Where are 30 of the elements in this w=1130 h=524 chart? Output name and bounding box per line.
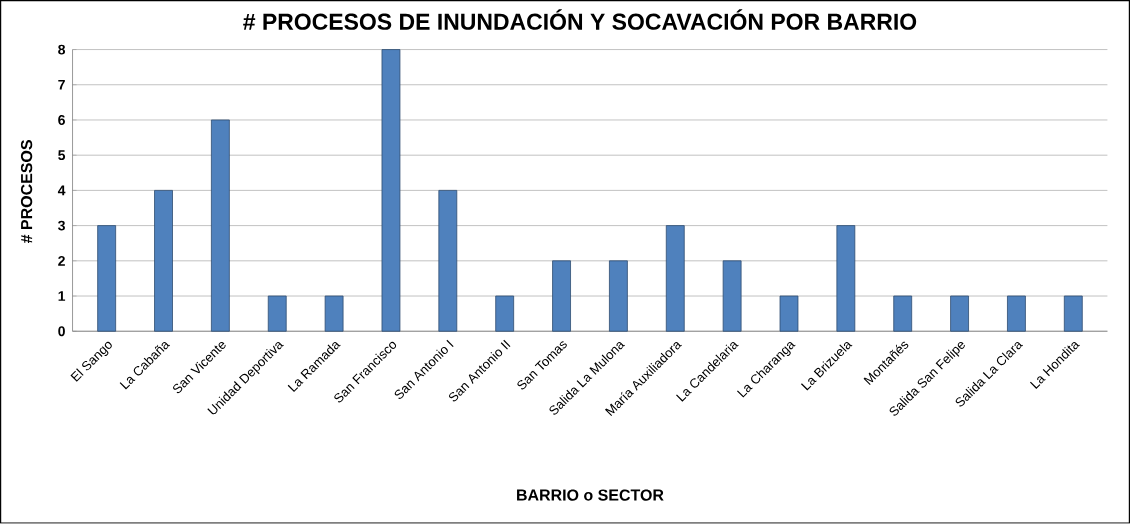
bar [495,295,515,332]
bar [210,119,230,332]
bar [779,295,799,332]
bar [836,225,856,332]
y-tick-label: 8 [58,44,66,55]
chart-title: # PROCESOS DE INUNDACIÓN Y SOCAVACIÓN POR BARRIO [243,9,917,31]
y-tick-label: 0 [58,326,65,337]
y-tick-label: 4 [57,185,66,196]
bar [381,49,401,332]
bar [1063,295,1083,332]
y-axis-title: # PROCESOS [20,140,33,244]
bar [722,260,742,332]
y-tick-label: 3 [58,220,65,231]
bar [665,225,685,332]
bar [893,295,913,332]
y-tick-label: 6 [58,115,65,126]
y-tick-label: 2 [58,256,65,266]
bar [552,260,571,332]
bar [438,190,458,332]
bar [324,295,344,332]
bar [950,295,969,332]
bar [1007,295,1026,332]
bar [97,225,117,332]
y-tick-label: 5 [58,150,66,161]
bar [609,260,628,332]
bar [267,295,287,332]
y-tick-label: 1 [58,291,66,302]
y-tick-label: 7 [58,80,65,90]
x-axis-title: BARRIO o SECTOR [517,489,664,501]
bar [154,190,173,332]
